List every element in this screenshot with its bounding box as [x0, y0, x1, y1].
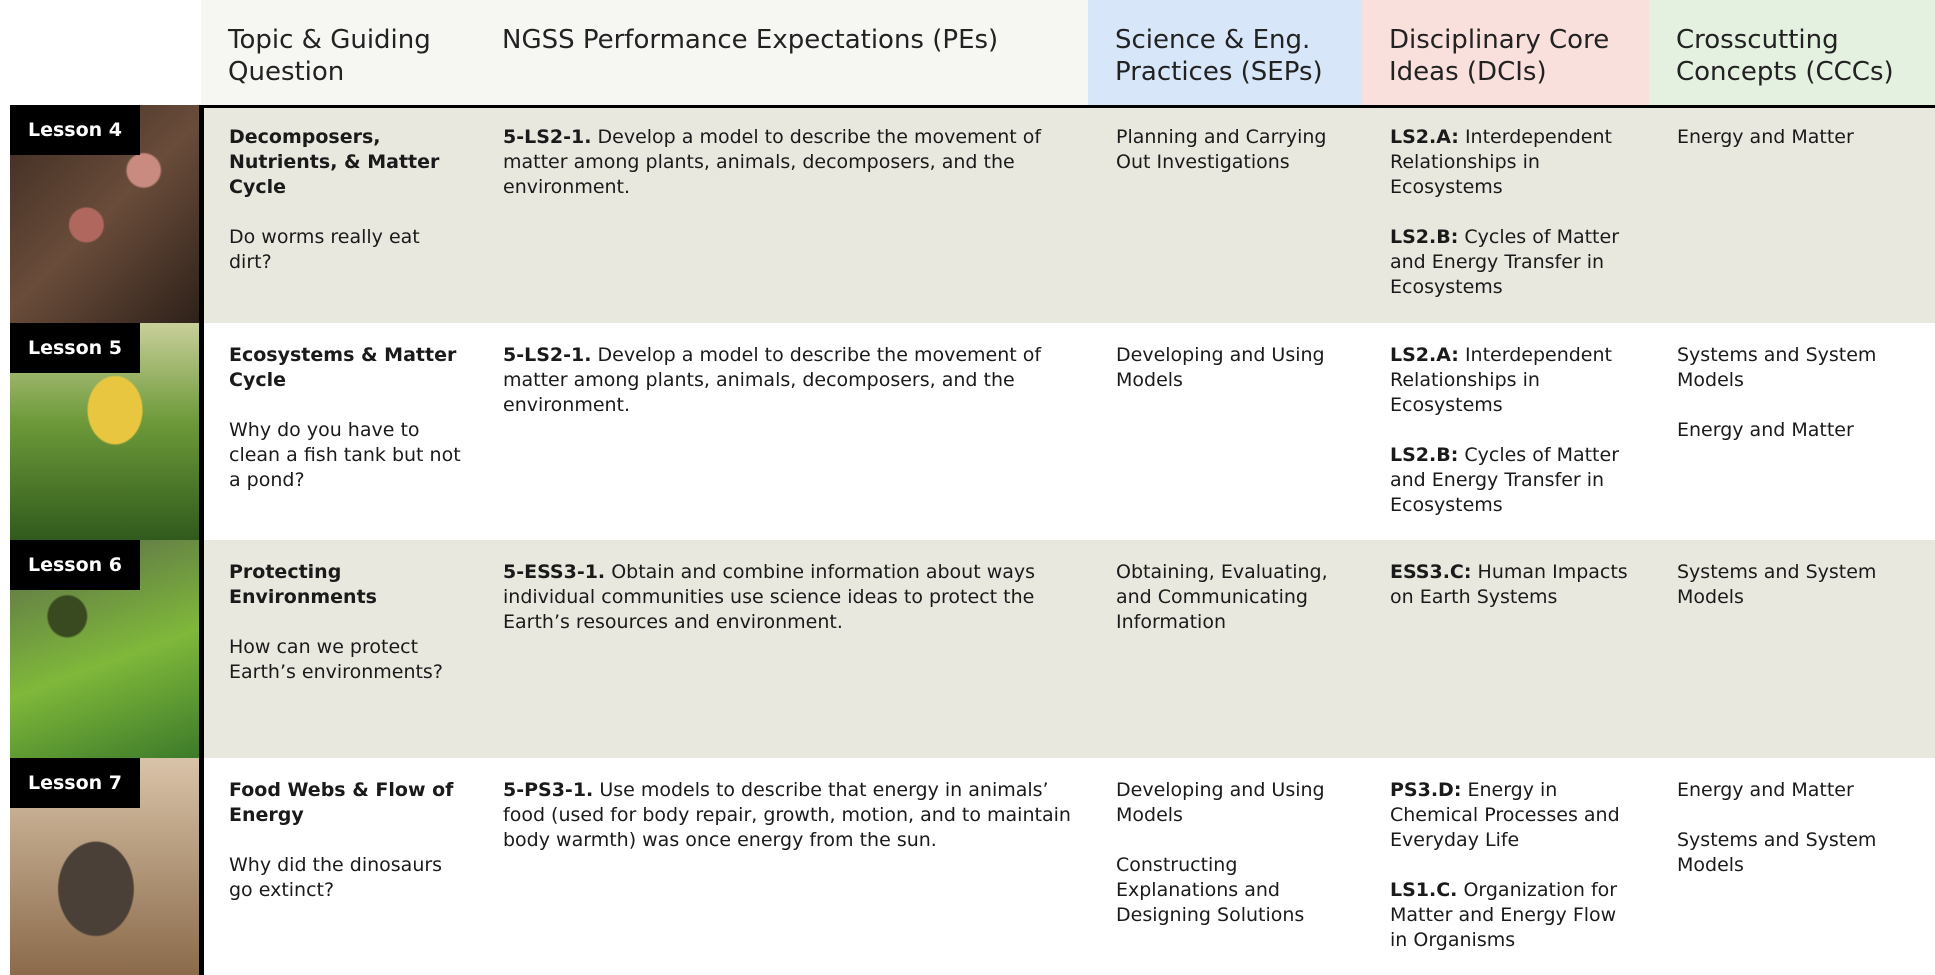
pe-code: 5-LS2-1. [503, 126, 592, 148]
column-header: Crosscutting Concepts (CCCs) [1649, 0, 1935, 105]
table-cell: 5-LS2-1. Develop a model to describe the… [475, 323, 1088, 443]
table-cell: ESS3.C: Human Impacts on Earth Systems [1362, 540, 1649, 635]
topic: Decomposers, Nutrients, & Matter Cycle [229, 126, 440, 198]
topic-title: Decomposers, Nutrients, & Matter Cycle [229, 125, 465, 200]
lesson-label: Lesson 5 [10, 323, 141, 373]
pe: 5-ESS3-1. Obtain and combine information… [503, 560, 1078, 635]
pe: 5-LS2-1. Develop a model to describe the… [503, 343, 1078, 418]
table-row: Protecting Environments How can we protec… [201, 540, 1935, 758]
table-cell: Obtaining, Evaluating, and Communicating… [1088, 540, 1362, 660]
dci: PS3.D: Energy in Chemical Processes and … [1390, 778, 1639, 853]
table-row: Food Webs & Flow of Energy Why did the di… [201, 758, 1935, 975]
dci-code: LS1.C. [1390, 879, 1458, 901]
table-cell: 5-ESS3-1. Obtain and combine information… [475, 540, 1088, 660]
table-cell: 5-PS3-1. Use models to describe that ene… [475, 758, 1088, 878]
ccc: Energy and Matter [1677, 419, 1854, 441]
table-row: Decomposers, Nutrients, & Matter Cycle Do… [201, 105, 1935, 323]
lesson-image: Lesson 5 [10, 323, 201, 541]
dci-code: LS2.A: [1390, 344, 1459, 366]
sep: Developing and Using Models [1116, 344, 1325, 391]
topic: Protecting Environments [229, 561, 377, 608]
table-cell: Developing and Using Models Constructing … [1088, 758, 1362, 953]
dci: LS1.C. Organization for Matter and Energ… [1390, 878, 1639, 953]
dci: LS2.A: Interdependent Relationships in E… [1390, 343, 1639, 418]
lesson-label: Lesson 4 [10, 105, 141, 155]
dci-text: Cycles of Matter and Energy Transfer in … [1390, 444, 1620, 516]
sep: Planning and Carrying Out Investigations [1116, 126, 1327, 173]
table-cell: Decomposers, Nutrients, & Matter Cycle Do… [201, 105, 475, 300]
dci-text: Organization for Matter and Energy Flow … [1390, 879, 1618, 951]
guiding-question: Do worms really eat dirt? [229, 226, 420, 273]
dci-code: ESS3.C: [1390, 561, 1472, 583]
lesson-label: Lesson 7 [10, 758, 141, 808]
ccc: Energy and Matter [1677, 779, 1854, 801]
column-header: Disciplinary Core Ideas (DCIs) [1362, 0, 1649, 105]
table-cell: LS2.A: Interdependent Relationships in E… [1362, 105, 1649, 325]
ccc: Energy and Matter [1677, 126, 1854, 148]
table-cell: 5-LS2-1. Develop a model to describe the… [475, 105, 1088, 225]
guiding-question: Why did the dinosaurs go extinct? [229, 854, 443, 901]
table-cell: Energy and Matter Systems and System Mode… [1649, 758, 1935, 903]
dci-text: Human Impacts on Earth Systems [1390, 561, 1628, 608]
guiding-question: How can we protect Earth’s environments? [229, 636, 443, 683]
lesson-image: Lesson 4 [10, 105, 201, 323]
dci-text: Cycles of Matter and Energy Transfer in … [1390, 226, 1620, 298]
table-cell: Developing and Using Models [1088, 323, 1362, 418]
lesson-label: Lesson 6 [10, 540, 141, 590]
table-row: Ecosystems & Matter Cycle Why do you have… [201, 323, 1935, 540]
lesson-image: Lesson 7 [10, 758, 201, 975]
guiding-question: Why do you have to clean a fish tank but… [229, 419, 461, 491]
ccc: Systems and System Models [1677, 829, 1877, 876]
table-cell: Systems and System Models [1649, 540, 1935, 635]
table-cell: Protecting Environments How can we protec… [201, 540, 475, 710]
dci-text: Interdependent Relationships in Ecosyste… [1390, 344, 1612, 416]
topic-title: Ecosystems & Matter Cycle [229, 343, 465, 393]
dci-code: LS2.B: [1390, 444, 1459, 466]
pe-text: Obtain and combine information about way… [503, 561, 1036, 633]
dci: ESS3.C: Human Impacts on Earth Systems [1390, 560, 1639, 610]
sep: Obtaining, Evaluating, and Communicating… [1116, 561, 1328, 633]
dci: LS2.A: Interdependent Relationships in E… [1390, 125, 1639, 200]
pe-code: 5-ESS3-1. [503, 561, 606, 583]
table-cell: Ecosystems & Matter Cycle Why do you have… [201, 323, 475, 518]
dci: LS2.B: Cycles of Matter and Energy Trans… [1390, 225, 1639, 300]
column-header: Topic & Guiding Question [201, 0, 475, 105]
topic: Ecosystems & Matter Cycle [229, 344, 457, 391]
pe-text: Develop a model to describe the movement… [503, 126, 1042, 198]
pe-text: Develop a model to describe the movement… [503, 344, 1042, 416]
table-cell: Food Webs & Flow of Energy Why did the di… [201, 758, 475, 928]
column-header: NGSS Performance Expectations (PEs) [475, 0, 1088, 105]
pe-text: Use models to describe that energy in an… [503, 779, 1071, 851]
dci-code: LS2.B: [1390, 226, 1459, 248]
topic-title: Food Webs & Flow of Energy [229, 778, 465, 828]
dci-text: Energy in Chemical Processes and Everyda… [1390, 779, 1620, 851]
table-cell: Planning and Carrying Out Investigations [1088, 105, 1362, 200]
lesson-image: Lesson 6 [10, 540, 201, 758]
dci-code: LS2.A: [1390, 126, 1459, 148]
ccc: Systems and System Models [1677, 344, 1877, 391]
pe: 5-LS2-1. Develop a model to describe the… [503, 125, 1078, 200]
pe-code: 5-LS2-1. [503, 344, 592, 366]
sep: Constructing Explanations and Designing … [1116, 854, 1305, 926]
dci-code: PS3.D: [1390, 779, 1462, 801]
ccc: Systems and System Models [1677, 561, 1877, 608]
pe-code: 5-PS3-1. [503, 779, 594, 801]
column-header: Science & Eng. Practices (SEPs) [1088, 0, 1362, 105]
table-cell: LS2.A: Interdependent Relationships in E… [1362, 323, 1649, 543]
sep: Developing and Using Models [1116, 779, 1325, 826]
table-cell: Energy and Matter [1649, 105, 1935, 175]
pe: 5-PS3-1. Use models to describe that ene… [503, 778, 1078, 853]
dci-text: Interdependent Relationships in Ecosyste… [1390, 126, 1612, 198]
topic: Food Webs & Flow of Energy [229, 779, 454, 826]
table-cell: PS3.D: Energy in Chemical Processes and … [1362, 758, 1649, 975]
topic-title: Protecting Environments [229, 560, 465, 610]
dci: LS2.B: Cycles of Matter and Energy Trans… [1390, 443, 1639, 518]
table-cell: Systems and System Models Energy and Matt… [1649, 323, 1935, 468]
